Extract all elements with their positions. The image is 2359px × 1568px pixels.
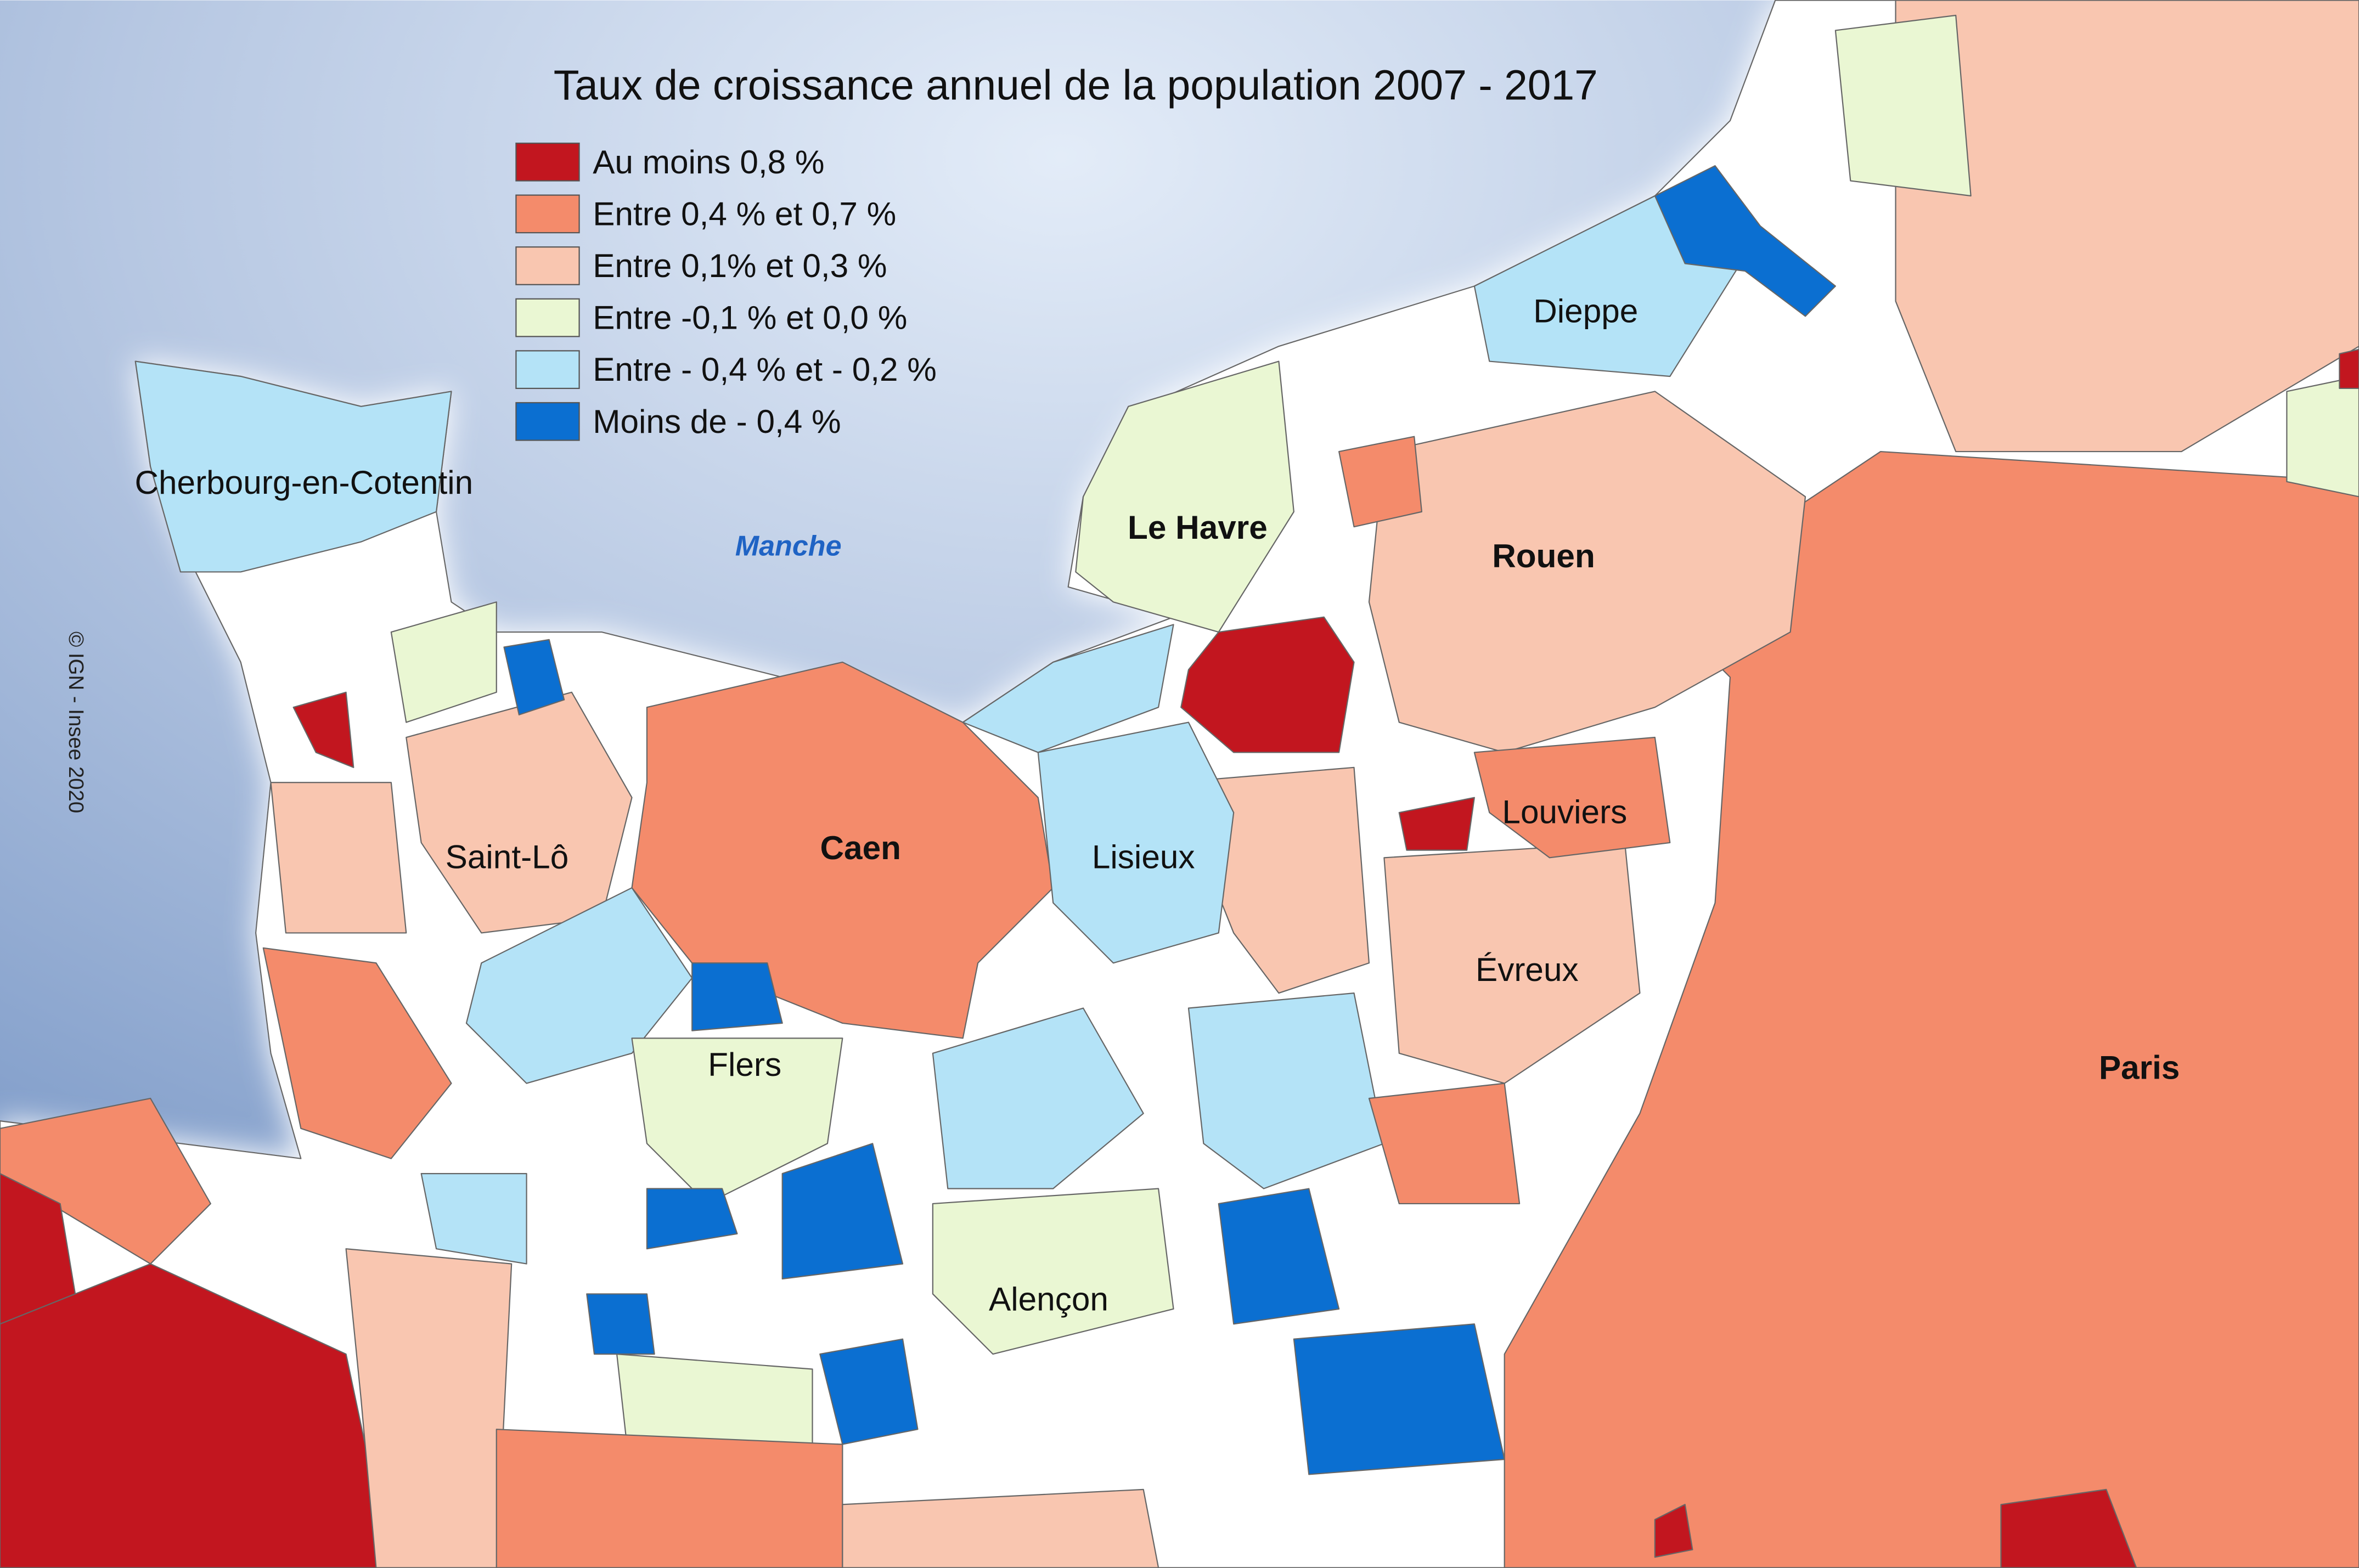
region [262, 947, 452, 1159]
place-label: Louviers [1502, 793, 1627, 830]
region [1293, 1323, 1505, 1475]
region [0, 1097, 211, 1265]
legend-swatch [515, 402, 580, 441]
region [2339, 348, 2359, 390]
sea-label: Manche [735, 530, 842, 562]
place-label: Évreux [1476, 951, 1579, 988]
region [932, 1007, 1144, 1189]
region [819, 1338, 919, 1445]
region [586, 1293, 655, 1355]
region [503, 639, 565, 715]
legend-swatch [515, 142, 580, 182]
place-label: Flers [708, 1046, 781, 1083]
region [631, 1037, 843, 1205]
place-label: Paris [2099, 1048, 2180, 1086]
region [1368, 1082, 1521, 1205]
legend-label: Entre - 0,4 % et - 0,2 % [593, 351, 937, 388]
map-title: Taux de croissance annuel de la populati… [554, 63, 1598, 109]
region [270, 782, 407, 934]
region [390, 601, 497, 723]
place-label: Saint-Lô [446, 838, 569, 876]
place-label: Cherbourg-en-Cotentin [134, 464, 473, 501]
credit: © IGN - Insee 2020 [64, 631, 88, 813]
legend-label: Entre -0,1 % et 0,0 % [593, 299, 907, 336]
region [1834, 14, 1972, 197]
region [1654, 165, 1836, 317]
region [1895, 0, 2359, 453]
region [1037, 721, 1235, 964]
place-label: Caen [820, 829, 901, 866]
legend-label: Moins de - 0,4 % [593, 403, 841, 440]
region [1368, 391, 1806, 753]
region [420, 1173, 527, 1265]
legend-swatch [515, 350, 580, 390]
region [646, 1188, 738, 1250]
legend-swatch [515, 246, 580, 285]
region [292, 691, 354, 768]
region [1473, 736, 1671, 859]
place-label: Rouen [1492, 537, 1595, 574]
region [1218, 1188, 1340, 1325]
region [1075, 360, 1294, 633]
region [781, 1143, 904, 1280]
place-label: Le Havre [1128, 509, 1268, 546]
region [2286, 375, 2359, 498]
region [1180, 616, 1355, 753]
region [1654, 1504, 1693, 1558]
region [134, 360, 452, 573]
place-label: Dieppe [1533, 292, 1638, 329]
legend-label: Entre 0,4 % et 0,7 % [593, 195, 896, 232]
region [1398, 797, 1475, 851]
region [842, 1488, 1159, 1568]
legend-label: Au moins 0,8 % [593, 143, 824, 181]
region [932, 1188, 1174, 1355]
place-label: Alençon [989, 1281, 1108, 1318]
legend-label: Entre 0,1% et 0,3 % [593, 247, 887, 284]
region [1504, 450, 2359, 1568]
legend-swatch [515, 194, 580, 234]
region [631, 661, 1054, 1039]
legend: Au moins 0,8 % Entre 0,4 % et 0,7 % Entre … [515, 142, 937, 441]
region [465, 887, 693, 1084]
region [1338, 436, 1423, 528]
legend-swatch [515, 298, 580, 337]
region [1187, 992, 1385, 1189]
region [691, 962, 783, 1031]
region [345, 1248, 513, 1568]
place-label: Lisieux [1092, 838, 1195, 876]
region [496, 1429, 843, 1568]
region [962, 624, 1174, 753]
region [2000, 1488, 2137, 1568]
